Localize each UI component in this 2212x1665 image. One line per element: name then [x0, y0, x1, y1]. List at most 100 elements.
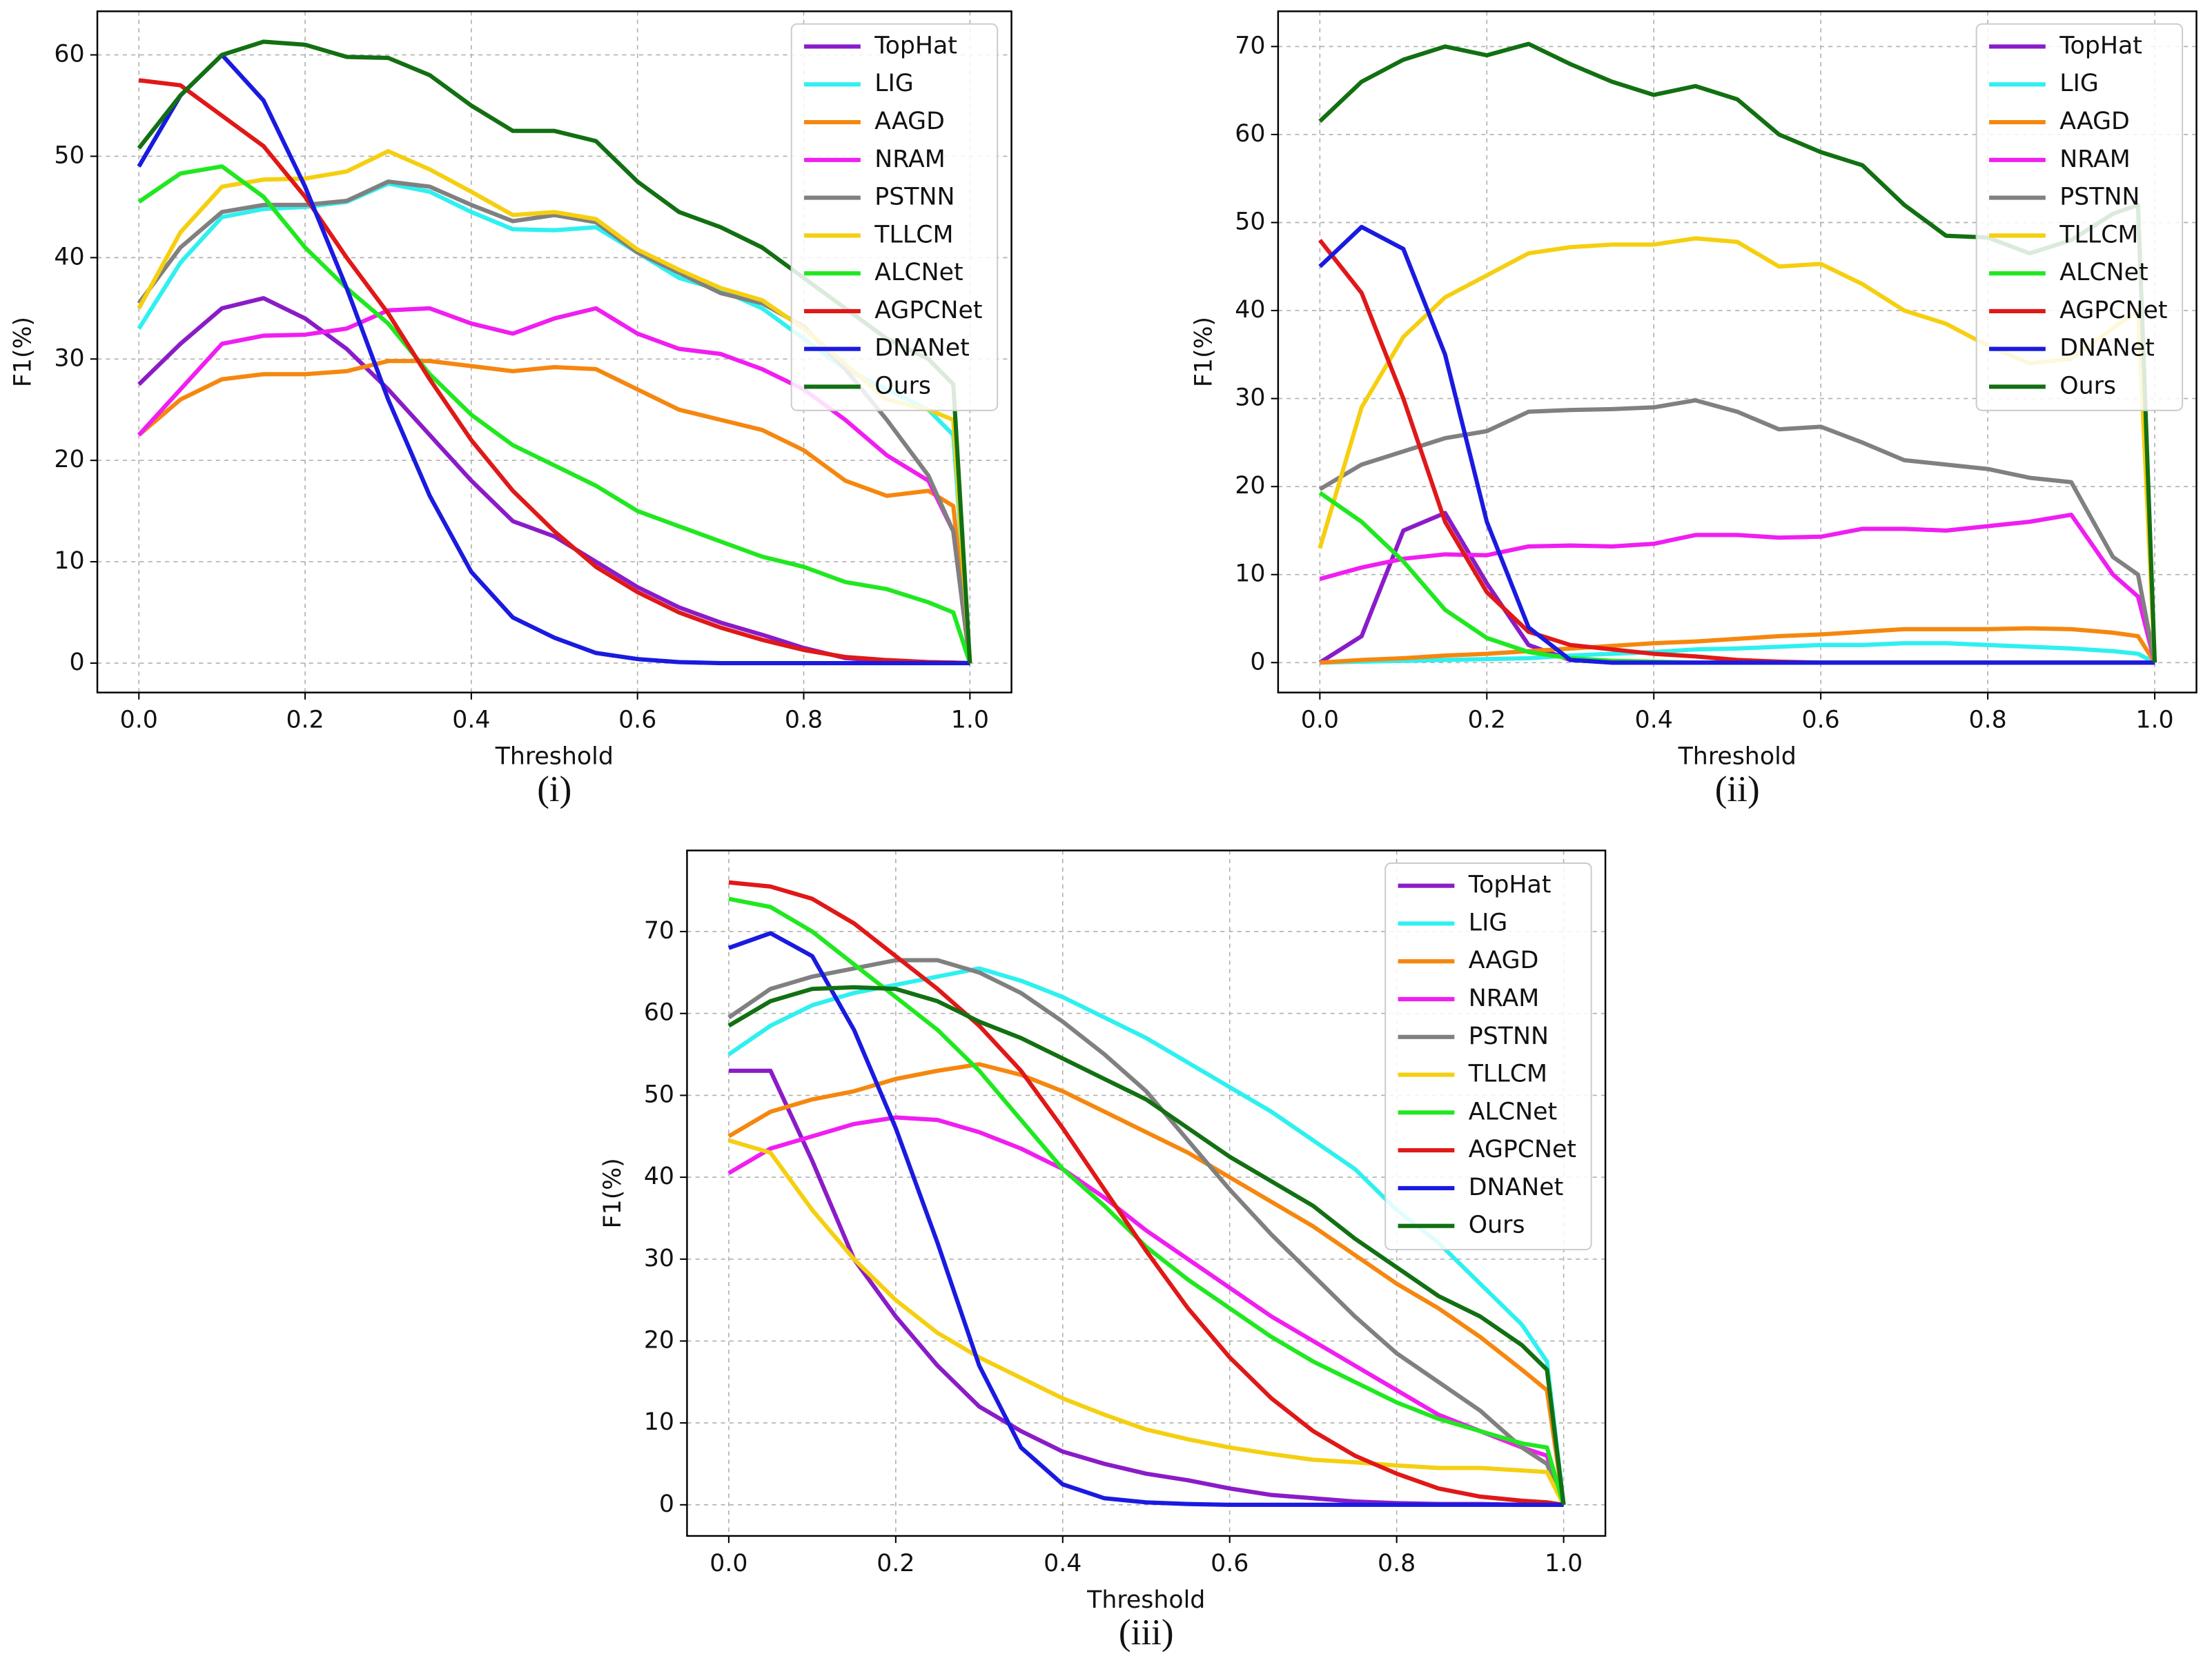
- x-tick-label: 0.8: [1378, 1550, 1416, 1577]
- data-line: [137, 306, 972, 664]
- legend-label: AGPCNet: [874, 297, 982, 324]
- data-line: [728, 896, 1566, 1506]
- x-tick-label: 0.0: [120, 707, 158, 734]
- data-line: [137, 52, 970, 666]
- y-tick-label: 10: [54, 547, 84, 575]
- data-line: [727, 931, 1564, 1507]
- x-tick-label: 0.8: [1968, 707, 2006, 734]
- y-tick-label: 40: [54, 243, 84, 270]
- y-axis-label: F1(%): [1191, 317, 1218, 387]
- x-axis-label: Threshold: [1086, 1586, 1205, 1614]
- y-tick-label: 10: [1235, 560, 1265, 588]
- legend-label: ALCNet: [874, 259, 963, 286]
- x-tick-label: 1.0: [1545, 1550, 1583, 1577]
- legend-label: ALCNet: [2059, 259, 2148, 286]
- legend-label: TLLCM: [2059, 221, 2138, 248]
- data-line: [137, 359, 972, 664]
- plot-frame: [96, 10, 1012, 693]
- x-tick-label: 0.8: [785, 707, 823, 734]
- legend-label: LIG: [1469, 909, 1508, 936]
- legend-label: Ours: [874, 372, 931, 400]
- y-tick-label: 20: [54, 446, 84, 473]
- x-tick-label: 0.4: [1635, 707, 1673, 734]
- legend-label: ALCNet: [1469, 1098, 1557, 1125]
- chart: 0 10 20 30 40 50 60 0.0 0.2 0.4 0.6 0.8 1.0 Threshold…: [10, 10, 1012, 809]
- x-tick-label: 0.2: [877, 1550, 914, 1577]
- legend-label: PSTNN: [2059, 184, 2140, 211]
- y-tick-label: 40: [1235, 296, 1265, 324]
- x-axis-label: Threshold: [495, 743, 614, 771]
- y-tick-label: 20: [1235, 472, 1265, 500]
- legend: TopHat LIG AAGD NRAM PSTNN TLLCM ALCNet AGPCNet…: [1975, 23, 2184, 411]
- legend-label: TopHat: [2059, 32, 2142, 59]
- legend-label: AGPCNet: [2059, 297, 2167, 324]
- y-tick-label: 70: [644, 917, 674, 945]
- x-tick-label: 0.6: [1211, 1550, 1249, 1577]
- caption: (ii): [1715, 769, 1760, 809]
- y-tick-label: 30: [1235, 384, 1265, 412]
- data-line: [1318, 398, 2157, 663]
- y-tick-label: 70: [1235, 32, 1265, 59]
- legend-label: NRAM: [1469, 985, 1539, 1012]
- plot-frame: [686, 849, 1607, 1537]
- legend-label: AGPCNet: [1469, 1136, 1576, 1163]
- y-tick-label: 50: [644, 1081, 674, 1108]
- legend-label: Ours: [1469, 1212, 1525, 1239]
- y-tick-label: 30: [644, 1245, 674, 1272]
- legend-label: PSTNN: [874, 184, 955, 211]
- data-line: [138, 78, 970, 666]
- legend-label: TLLCM: [1468, 1061, 1547, 1088]
- legend-label: Ours: [2059, 372, 2116, 400]
- y-tick-label: 60: [644, 999, 674, 1027]
- x-tick-label: 0.4: [452, 707, 490, 734]
- legend-label: AAGD: [874, 108, 945, 135]
- x-tick-label: 0.6: [1802, 707, 1840, 734]
- legend-label: TopHat: [874, 32, 957, 59]
- x-tick-label: 1.0: [2135, 707, 2173, 734]
- data-line: [728, 1138, 1566, 1506]
- data-line: [1320, 641, 2156, 665]
- legend-label: DNANet: [874, 335, 969, 362]
- legend-label: PSTNN: [1469, 1023, 1549, 1050]
- y-tick-label: 0: [1250, 648, 1265, 676]
- data-line: [728, 880, 1565, 1507]
- data-line: [727, 1062, 1566, 1506]
- legend-label: NRAM: [874, 146, 945, 173]
- y-tick-label: 40: [644, 1163, 674, 1190]
- y-tick-label: 0: [70, 649, 85, 676]
- y-tick-label: 10: [644, 1408, 674, 1436]
- data-line: [1320, 626, 2157, 665]
- data-line: [727, 985, 1566, 1506]
- x-axis-label: Threshold: [1678, 743, 1797, 771]
- legend-label: NRAM: [2059, 146, 2130, 173]
- legend-label: DNANet: [2059, 335, 2154, 362]
- x-tick-label: 0.2: [1468, 707, 1506, 734]
- y-tick-label: 60: [1235, 120, 1265, 148]
- legend: TopHat LIG AAGD NRAM PSTNN TLLCM ALCNet AGPCNet…: [790, 23, 999, 411]
- x-tick-label: 0.4: [1044, 1550, 1081, 1577]
- y-axis-label: F1(%): [10, 317, 37, 387]
- caption: (i): [537, 769, 571, 809]
- legend-label: LIG: [874, 70, 914, 97]
- legend-label: AAGD: [2059, 108, 2130, 135]
- x-tick-label: 1.0: [951, 707, 989, 734]
- data-line: [1318, 224, 2155, 665]
- y-tick-label: 0: [659, 1490, 674, 1518]
- y-tick-label: 50: [54, 141, 84, 169]
- legend-label: AAGD: [1469, 947, 1539, 974]
- legend: TopHat LIG AAGD NRAM PSTNN TLLCM ALCNet AGPCNet…: [1384, 862, 1592, 1251]
- x-tick-label: 0.2: [286, 707, 324, 734]
- legend-label: LIG: [2059, 70, 2099, 97]
- y-axis-label: F1(%): [599, 1158, 627, 1228]
- legend-label: TLLCM: [874, 221, 953, 248]
- x-tick-label: 0.6: [618, 707, 656, 734]
- x-tick-label: 0.0: [709, 1550, 747, 1577]
- legend-label: TopHat: [1468, 871, 1552, 899]
- y-tick-label: 50: [1235, 208, 1265, 236]
- x-tick-label: 0.0: [1301, 707, 1339, 734]
- y-tick-label: 20: [644, 1326, 674, 1354]
- plot-area: [137, 39, 972, 666]
- caption: (iii): [1119, 1613, 1174, 1653]
